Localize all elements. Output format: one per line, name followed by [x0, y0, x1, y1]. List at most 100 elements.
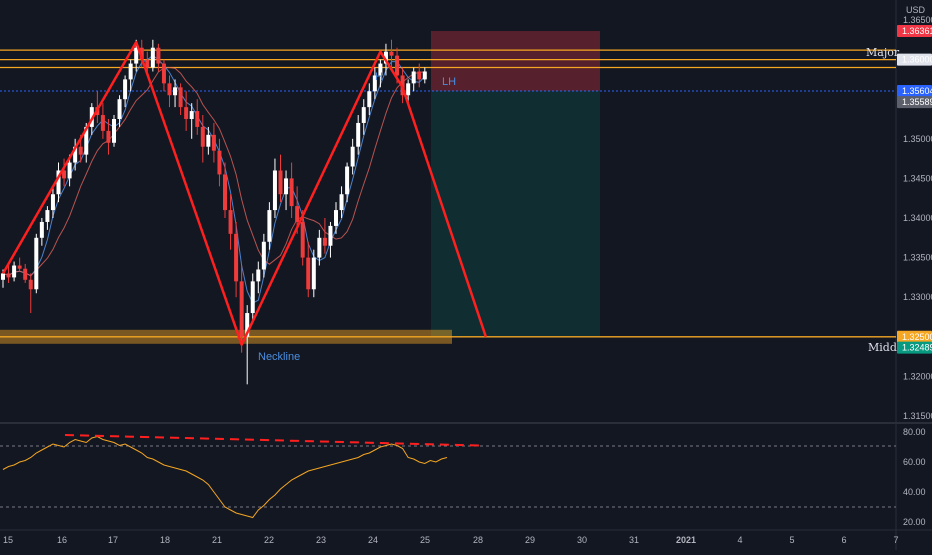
candle-body: [195, 111, 200, 127]
candle-body: [200, 126, 205, 147]
time-axis-label: 24: [368, 535, 378, 545]
price-tag-background: [897, 84, 932, 97]
candle-body: [272, 170, 277, 211]
candle-body: [50, 194, 55, 211]
candle-body: [422, 71, 427, 80]
candle-body: [78, 146, 83, 155]
head-shoulders-pattern-line[interactable]: [1, 40, 488, 346]
candle-body: [261, 241, 266, 270]
candle-body: [250, 281, 255, 314]
candle-body: [383, 51, 388, 64]
candle-body: [372, 75, 377, 92]
price-tag: 1.35589: [897, 96, 932, 109]
candle-body: [228, 210, 233, 234]
candle-body: [334, 210, 338, 226]
price-tick-label: 1.34000: [903, 213, 932, 223]
candle-body: [167, 83, 172, 96]
candle-body: [223, 174, 227, 211]
candle-body: [239, 281, 244, 337]
price-tag: 1.32489: [897, 341, 932, 354]
candle-body: [134, 47, 139, 64]
stop-loss-zone[interactable]: [431, 31, 600, 91]
time-axis-label: 21: [212, 535, 222, 545]
candle-body: [289, 178, 294, 207]
price-tag-label: 1.35589: [902, 97, 932, 107]
candle-body: [284, 178, 289, 195]
candle-body: [161, 63, 166, 84]
time-axis-label: 31: [629, 535, 639, 545]
time-axis-label: 2021: [676, 535, 696, 545]
rsi-divergence-line[interactable]: [64, 434, 481, 447]
candle-body: [345, 166, 350, 195]
price-tag: 1.32500: [897, 330, 932, 343]
time-axis-label: 16: [57, 535, 67, 545]
time-axis-label: 6: [841, 535, 846, 545]
candle-body: [217, 150, 222, 175]
candle-body: [23, 268, 28, 280]
price-tag-label: 1.32489: [902, 343, 932, 353]
price-tick-label: 1.32000: [903, 371, 932, 381]
candle-body: [34, 237, 39, 290]
take-profit-zone[interactable]: [431, 90, 600, 337]
price-tag-background: [897, 330, 932, 343]
neckline-label: Neckline: [258, 351, 300, 363]
price-tag-label: 1.35604: [902, 86, 932, 96]
time-axis-label: 30: [577, 535, 587, 545]
candle-body: [417, 71, 422, 80]
candle-body: [211, 134, 216, 151]
candle-body: [234, 233, 239, 282]
rsi-tick-label: 20.00: [903, 517, 926, 527]
price-tag-background: [897, 25, 932, 38]
rsi-tick-label: 80.00: [903, 427, 926, 437]
candle-body: [173, 87, 178, 96]
time-axis-label: 28: [473, 535, 483, 545]
candle-body: [350, 146, 355, 167]
candle-body: [178, 87, 183, 108]
candle-body: [128, 63, 133, 80]
price-tick-label: 1.33500: [903, 253, 932, 263]
candle-body: [339, 194, 344, 211]
candle-body: [12, 265, 17, 278]
candle-body: [189, 111, 194, 119]
price-tag: 1.35604: [897, 84, 932, 97]
candle-body: [67, 162, 72, 179]
candle-body: [256, 269, 261, 282]
candle-body: [17, 265, 22, 269]
price-tag-label: 1.36000: [902, 55, 932, 65]
time-axis-label: 18: [160, 535, 170, 545]
candle-body: [184, 107, 189, 119]
candle-body: [139, 47, 144, 60]
candle-body: [395, 55, 400, 76]
time-axis-label: 22: [264, 535, 274, 545]
candle-body: [156, 47, 161, 64]
time-axis-label: 29: [525, 535, 535, 545]
candle-body: [206, 134, 211, 147]
price-pane[interactable]: [0, 0, 896, 422]
price-tick-label: 1.33000: [903, 292, 932, 302]
candle-body: [112, 119, 116, 143]
candle-body: [361, 107, 366, 123]
major-level-label: Major: [866, 46, 900, 59]
candle-body: [6, 273, 11, 278]
candle-body: [56, 170, 61, 195]
rsi-pane[interactable]: [0, 424, 896, 530]
candle-body: [306, 257, 311, 290]
candle-body: [123, 79, 128, 100]
price-tick-label: 1.34500: [903, 173, 932, 183]
time-axis-label: 25: [420, 535, 430, 545]
price-tag-background: [897, 96, 932, 109]
candle-body: [106, 130, 111, 143]
time-axis-label: 23: [316, 535, 326, 545]
candle-body: [311, 257, 316, 290]
candle-body: [1, 273, 5, 280]
price-tag: 1.36000: [897, 53, 932, 66]
candle-body: [406, 83, 411, 96]
candle-body: [411, 71, 416, 84]
candle-body: [322, 237, 327, 246]
candle-body: [278, 170, 283, 195]
time-axis-label: 5: [789, 535, 794, 545]
rsi-tick-label: 40.00: [903, 487, 926, 497]
price-tag-background: [897, 53, 932, 66]
price-tag-label: 1.36361: [902, 26, 932, 36]
